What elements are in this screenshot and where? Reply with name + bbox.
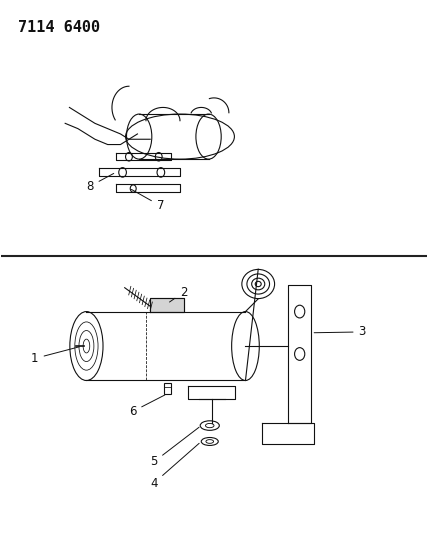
- Text: 7114 6400: 7114 6400: [18, 20, 101, 35]
- Text: 3: 3: [314, 326, 366, 338]
- Polygon shape: [150, 298, 184, 312]
- Text: 7: 7: [131, 189, 164, 212]
- Text: 8: 8: [86, 173, 114, 192]
- Text: 1: 1: [31, 347, 80, 365]
- Text: 4: 4: [150, 443, 199, 489]
- Text: 6: 6: [129, 395, 165, 418]
- Text: 2: 2: [169, 286, 187, 302]
- Text: 5: 5: [150, 427, 199, 469]
- Bar: [164, 383, 171, 394]
